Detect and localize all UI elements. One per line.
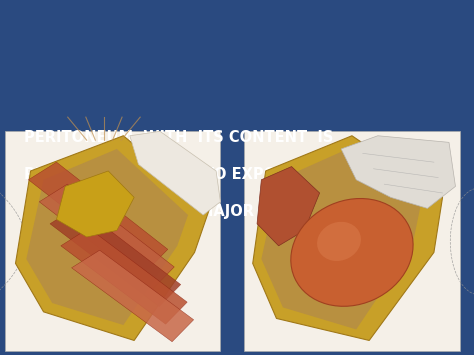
Polygon shape — [16, 136, 210, 340]
Polygon shape — [341, 136, 456, 208]
Polygon shape — [261, 149, 421, 329]
Polygon shape — [257, 166, 319, 246]
Ellipse shape — [317, 222, 361, 261]
Polygon shape — [56, 171, 134, 237]
Text: LUMBAR SPINE AND  MAJOR VESSELS.: LUMBAR SPINE AND MAJOR VESSELS. — [24, 204, 336, 219]
Text: PERITONEUM  WITH  ITS CONTENT  IS: PERITONEUM WITH ITS CONTENT IS — [24, 130, 333, 144]
Polygon shape — [72, 250, 194, 342]
Ellipse shape — [291, 198, 413, 306]
Polygon shape — [27, 149, 188, 325]
Polygon shape — [50, 206, 181, 307]
Polygon shape — [61, 228, 187, 324]
FancyBboxPatch shape — [244, 131, 460, 351]
Polygon shape — [39, 184, 174, 289]
Polygon shape — [28, 162, 168, 271]
Polygon shape — [253, 136, 443, 340]
Text: PUSHED ANTERIORLY TO EXPOSE THE: PUSHED ANTERIORLY TO EXPOSE THE — [24, 167, 334, 182]
Text: .: . — [33, 240, 39, 255]
Polygon shape — [130, 131, 220, 215]
FancyBboxPatch shape — [5, 131, 220, 351]
